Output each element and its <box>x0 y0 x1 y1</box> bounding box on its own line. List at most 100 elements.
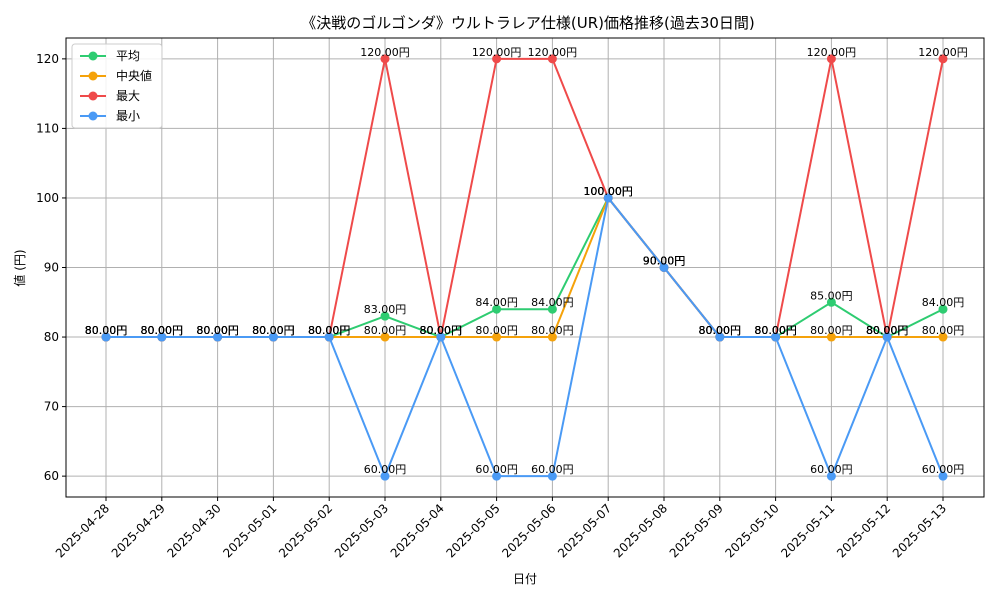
data-label: 80.00円 <box>866 324 909 337</box>
data-point <box>492 54 502 64</box>
data-label: 80.00円 <box>141 324 184 337</box>
data-label: 100.00円 <box>583 185 633 198</box>
data-label: 80.00円 <box>475 324 518 337</box>
series-line <box>106 195 944 479</box>
x-tick-label: 2025-05-08 <box>611 501 670 560</box>
x-tick-label: 2025-05-10 <box>723 501 782 560</box>
data-point <box>380 332 390 342</box>
x-tick-label: 2025-05-11 <box>778 501 837 560</box>
data-label: 80.00円 <box>866 324 909 337</box>
data-label: 80.00円 <box>922 324 965 337</box>
legend-marker <box>88 111 98 121</box>
data-point <box>547 304 557 314</box>
data-label: 80.00円 <box>866 324 909 337</box>
x-axis-label: 日付 <box>513 572 537 586</box>
x-tick-label: 2025-05-07 <box>555 501 614 560</box>
data-label: 80.00円 <box>699 324 742 337</box>
data-point <box>380 54 390 64</box>
data-label: 120.00円 <box>528 46 578 59</box>
data-label: 80.00円 <box>754 324 797 337</box>
data-label: 120.00円 <box>807 46 857 59</box>
legend-marker <box>88 71 98 81</box>
data-label: 80.00円 <box>252 324 295 337</box>
series-group <box>101 54 948 481</box>
data-point <box>492 304 502 314</box>
data-point <box>157 332 167 342</box>
y-axis-label: 値 (円) <box>12 249 27 286</box>
data-label: 80.00円 <box>141 324 184 337</box>
data-label: 60.00円 <box>922 463 965 476</box>
y-tick-label: 100 <box>36 191 59 205</box>
data-point <box>603 193 613 203</box>
x-tick-label: 2025-05-04 <box>388 501 447 560</box>
x-tick-label: 2025-05-13 <box>890 501 949 560</box>
data-point <box>380 311 390 321</box>
data-point <box>882 332 892 342</box>
data-point <box>547 54 557 64</box>
x-tick-label: 2025-05-12 <box>834 501 893 560</box>
x-tick-label: 2025-05-03 <box>332 501 391 560</box>
legend-box <box>71 43 163 129</box>
data-label: 80.00円 <box>699 324 742 337</box>
data-point <box>938 332 948 342</box>
data-point <box>938 304 948 314</box>
data-label: 80.00円 <box>420 324 463 337</box>
data-label: 100.00円 <box>583 185 633 198</box>
x-axis: 2025-04-282025-04-292025-04-302025-05-01… <box>53 497 949 560</box>
data-label: 100.00円 <box>583 185 633 198</box>
y-tick-label: 80 <box>44 330 59 344</box>
data-point <box>547 471 557 481</box>
data-point <box>101 332 111 342</box>
data-labels: 80.00円 80.00円 80.00円 80.00円 80.00円 83.00円 80.0… <box>85 46 968 476</box>
data-label: 80.00円 <box>85 324 128 337</box>
data-label: 90.00円 <box>643 255 686 268</box>
data-label: 80.00円 <box>866 324 909 337</box>
data-label: 60.00円 <box>475 463 518 476</box>
data-label: 80.00円 <box>196 324 239 337</box>
data-label: 80.00円 <box>420 324 463 337</box>
x-tick-label: 2025-05-05 <box>444 501 503 560</box>
data-label: 80.00円 <box>308 324 351 337</box>
data-label: 80.00円 <box>531 324 574 337</box>
data-label: 80.00円 <box>196 324 239 337</box>
data-label: 80.00円 <box>85 324 128 337</box>
data-label: 80.00円 <box>810 324 853 337</box>
data-label: 90.00円 <box>643 255 686 268</box>
data-point <box>324 332 334 342</box>
data-label: 80.00円 <box>364 324 407 337</box>
data-label: 84.00円 <box>922 296 965 309</box>
data-label: 120.00円 <box>918 46 968 59</box>
data-point <box>492 471 502 481</box>
data-label: 80.00円 <box>754 324 797 337</box>
data-point <box>547 332 557 342</box>
legend-label: 平均 <box>116 49 140 63</box>
x-tick-label: 2025-05-01 <box>220 501 279 560</box>
x-tick-label: 2025-04-30 <box>165 501 224 560</box>
data-label: 85.00円 <box>810 289 853 302</box>
data-label: 90.00円 <box>643 255 686 268</box>
data-label: 100.00円 <box>583 185 633 198</box>
data-label: 120.00円 <box>360 46 410 59</box>
data-label: 80.00円 <box>252 324 295 337</box>
data-label: 80.00円 <box>308 324 351 337</box>
data-label: 80.00円 <box>699 324 742 337</box>
data-label: 80.00円 <box>308 324 351 337</box>
data-label: 80.00円 <box>85 324 128 337</box>
y-axis: 60 70 80 90 100 110 120 <box>36 52 66 483</box>
data-label: 90.00円 <box>643 255 686 268</box>
data-label: 80.00円 <box>308 324 351 337</box>
data-point <box>826 297 836 307</box>
y-tick-label: 70 <box>44 400 59 414</box>
legend-marker <box>88 91 98 101</box>
x-tick-label: 2025-04-29 <box>109 501 168 560</box>
data-label: 80.00円 <box>420 324 463 337</box>
legend-label: 最小 <box>116 109 140 123</box>
chart-title: 《決戦のゴルゴンダ》ウルトラレア仕様(UR)価格推移(過去30日間) <box>301 14 755 32</box>
data-label: 80.00円 <box>196 324 239 337</box>
data-point <box>268 332 278 342</box>
grid <box>66 38 984 497</box>
data-label: 80.00円 <box>196 324 239 337</box>
x-tick-label: 2025-04-28 <box>53 501 112 560</box>
data-point <box>492 332 502 342</box>
